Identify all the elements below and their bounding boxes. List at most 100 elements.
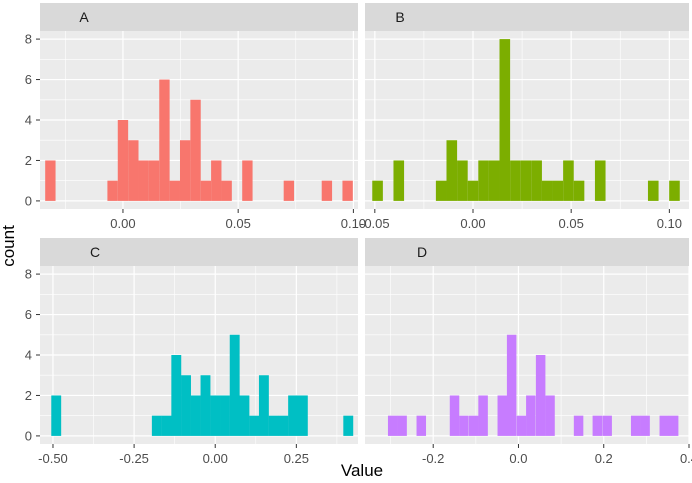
x-tick-label: 0.00: [203, 451, 228, 466]
histogram-bar: [488, 160, 500, 201]
y-tick-label: 8: [25, 32, 32, 47]
facet-strip: [365, 3, 689, 31]
facet-strip: [40, 238, 358, 266]
histogram-bar: [283, 180, 295, 201]
histogram-bar: [457, 160, 468, 201]
x-tick-label: 0.05: [559, 216, 584, 231]
facet-panel-a: A 0.00 0.05 0.10 0 2 4 6 8: [25, 3, 366, 231]
histogram-bar: [268, 415, 279, 436]
histogram-bar: [161, 415, 172, 436]
facet-strip-label: A: [79, 9, 89, 25]
y-tick-label: 2: [25, 388, 32, 403]
histogram-bar: [372, 180, 383, 201]
histogram-bar: [526, 395, 536, 436]
histogram-bar: [640, 415, 650, 436]
histogram-bar: [446, 140, 458, 201]
facet-panel-b: B -0.05 0.00 0.05 0.10: [360, 3, 689, 231]
histogram-bar: [200, 375, 211, 436]
x-tick-label: 0.10: [657, 216, 682, 231]
histogram-bar: [659, 415, 670, 436]
y-tick-label: 6: [25, 307, 32, 322]
facet-strip: [365, 238, 689, 266]
histogram-bar: [148, 160, 160, 201]
histogram-bar: [552, 180, 564, 201]
histogram-bar: [138, 160, 149, 201]
histogram-bar: [478, 395, 488, 436]
histogram-bar: [573, 180, 585, 201]
histogram-bar: [179, 140, 191, 201]
y-tick-label: 0: [25, 428, 32, 443]
histogram-bar: [288, 395, 299, 436]
histogram-bar: [169, 180, 180, 201]
histogram-bar: [221, 180, 232, 201]
facet-panel-d: D -0.2 0.0 0.2 0.4: [365, 238, 692, 466]
histogram-bar: [278, 415, 289, 436]
histogram-bar: [258, 375, 269, 436]
x-tick-label: 0.0: [509, 451, 527, 466]
x-tick-label: -0.25: [119, 451, 149, 466]
facet-strip-label: D: [417, 244, 427, 260]
histogram-bar: [117, 120, 129, 201]
histogram-bar: [435, 180, 447, 201]
facet-strip-label: B: [395, 9, 404, 25]
histogram-bar: [151, 415, 162, 436]
histogram-bar: [171, 355, 182, 436]
facet-strip-label: C: [90, 244, 100, 260]
histogram-bar: [563, 160, 574, 201]
y-tick-label: 6: [25, 72, 32, 87]
histogram-bar: [159, 79, 170, 201]
histogram-bar: [128, 140, 139, 201]
histogram-bar: [506, 334, 517, 436]
y-axis-title: count: [0, 225, 18, 267]
histogram-bar: [249, 415, 260, 436]
histogram-bar: [630, 415, 641, 436]
histogram-bar: [459, 415, 469, 436]
x-tick-label: 0.25: [284, 451, 309, 466]
x-tick-label: 0.10: [341, 216, 366, 231]
histogram-bar: [602, 415, 612, 436]
histogram-bar: [669, 180, 680, 201]
histogram-bar: [190, 395, 201, 436]
x-tick-label: 0.00: [110, 216, 135, 231]
histogram-bar: [499, 39, 511, 201]
histogram-bar: [478, 160, 489, 201]
histogram-bar: [510, 160, 521, 201]
histogram-bar: [497, 395, 508, 436]
histogram-bar: [545, 395, 555, 436]
histogram-bar: [531, 160, 542, 201]
histogram-bar: [211, 160, 222, 201]
histogram-bar: [467, 180, 479, 201]
histogram-bar: [594, 160, 606, 201]
y-tick-label: 0: [25, 193, 32, 208]
histogram-bar: [416, 415, 427, 436]
facet-panel-c: C -0.50 -0.25 0.00 0.25 0 2 4 6 8: [25, 238, 358, 466]
facet-strip: [40, 3, 358, 31]
x-tick-label: -0.2: [422, 451, 444, 466]
x-tick-label: 0.05: [226, 216, 251, 231]
histogram-bar: [668, 415, 679, 436]
histogram-bar: [573, 415, 584, 436]
x-axis-title: Value: [341, 461, 383, 480]
histogram-bar: [647, 180, 659, 201]
x-tick-label: 0.00: [460, 216, 485, 231]
histogram-bar: [387, 415, 398, 436]
histogram-bar: [342, 180, 353, 201]
histogram-bar: [541, 180, 553, 201]
histogram-bar: [343, 415, 354, 436]
histogram-bar: [200, 180, 212, 201]
y-tick-label: 4: [25, 113, 32, 128]
histogram-bar: [321, 180, 333, 201]
histogram-bar: [181, 375, 191, 436]
histogram-bar: [397, 415, 407, 436]
histogram-bar: [449, 395, 460, 436]
histogram-bar: [45, 160, 56, 201]
histogram-bar: [520, 160, 532, 201]
y-tick-label: 4: [25, 348, 32, 363]
histogram-bar: [393, 160, 405, 201]
histogram-bar: [190, 99, 201, 201]
histogram-bar: [51, 395, 62, 436]
histogram-bar: [229, 334, 240, 436]
x-tick-label: 0.2: [595, 451, 613, 466]
x-tick-label: -0.05: [360, 216, 390, 231]
